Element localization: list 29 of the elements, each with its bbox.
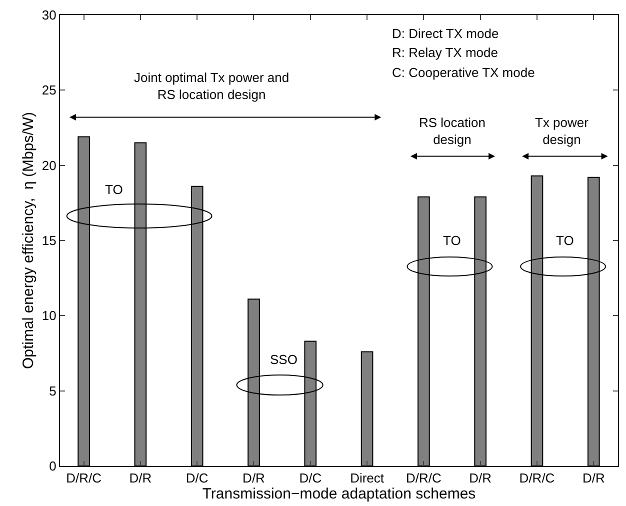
y-tick-label: 10 — [42, 308, 56, 324]
y-tick-label: 15 — [42, 233, 56, 248]
annotation: Tx power design — [535, 115, 590, 147]
x-tick-label: D/C — [299, 470, 322, 486]
y-tick-label: 5 — [49, 383, 56, 398]
y-axis-title: Optimal energy efficiency, η (Mbps/W) — [20, 112, 38, 370]
x-tick-label: D/R/C — [406, 470, 442, 486]
annotation: TO — [556, 233, 574, 248]
x-tick-label: D/R — [582, 470, 605, 486]
x-tick-label: D/R — [469, 470, 492, 486]
annotation: SSO — [270, 352, 298, 367]
annotation: RS location design — [419, 115, 486, 147]
x-tick-label: D/R/C — [66, 470, 102, 486]
annotation: D: Direct TX mode — [392, 26, 499, 41]
y-tick-label: 20 — [42, 158, 56, 173]
annotation: TO — [105, 182, 123, 197]
y-tick-label: 0 — [49, 458, 56, 474]
annotation: R: Relay TX mode — [392, 45, 498, 60]
x-tick-label: D/R — [129, 470, 152, 486]
annotation: C: Cooperative TX mode — [392, 65, 535, 80]
x-tick-label: D/C — [186, 470, 208, 486]
annotation: Joint optimal Tx power and RS location design — [134, 70, 290, 102]
x-axis-title: Transmission−mode adaptation schemes — [202, 486, 476, 503]
y-tick-label: 25 — [42, 82, 56, 98]
x-tick-label: Direct — [350, 470, 384, 486]
x-tick-label: D/R/C — [519, 470, 555, 486]
y-tick-label: 30 — [42, 8, 56, 23]
x-tick-label: D/R — [242, 470, 265, 486]
annotation: TO — [443, 233, 461, 248]
